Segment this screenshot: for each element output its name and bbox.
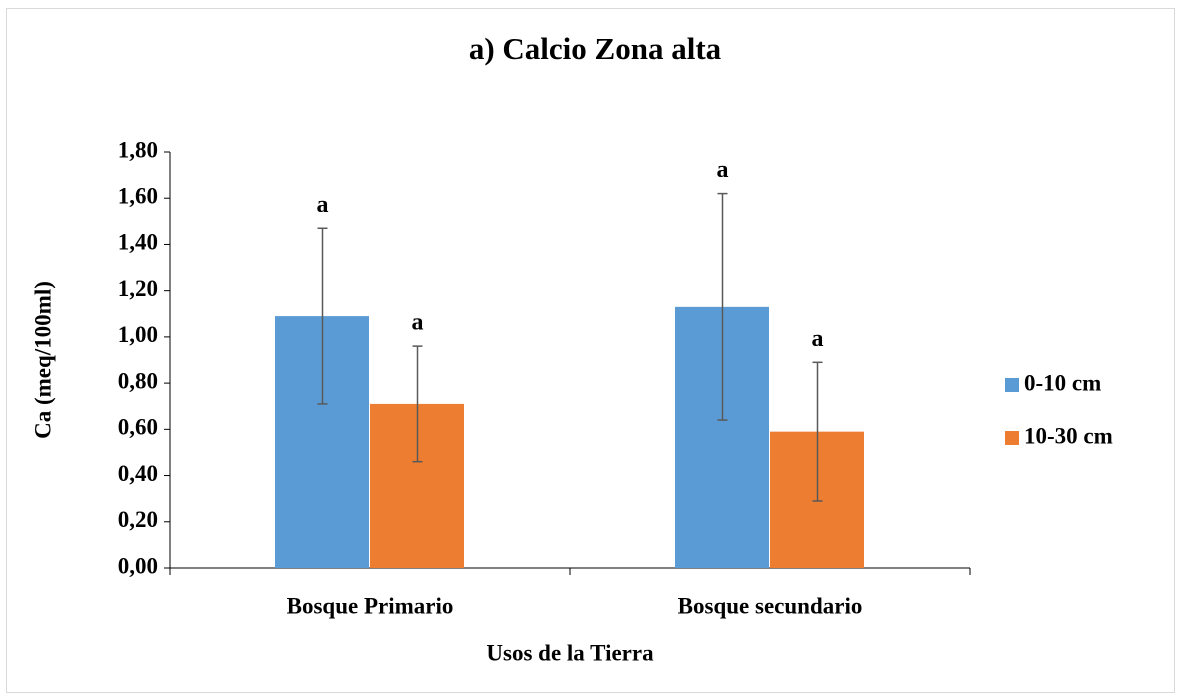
y-axis-label: Ca (meq/100ml) (30, 281, 55, 439)
chart-title: a) Calcio Zona alta (469, 31, 722, 66)
significance-letter: a (317, 192, 329, 218)
x-axis-label: Usos de la Tierra (486, 640, 654, 665)
significance-letter: a (717, 157, 729, 183)
chart-border (6, 8, 1175, 693)
y-tick-label: 0,80 (118, 368, 158, 393)
legend-swatch (1005, 431, 1019, 445)
y-tick-label: 0,40 (118, 461, 158, 486)
significance-letter: a (812, 326, 824, 352)
y-tick-label: 0,60 (118, 415, 158, 440)
legend-swatch (1005, 378, 1019, 392)
y-tick-label: 1,20 (118, 276, 158, 301)
legend-label: 10-30 cm (1024, 423, 1113, 448)
significance-letter: a (412, 310, 424, 336)
y-tick-label: 1,40 (118, 230, 158, 255)
y-tick-label: 0,00 (118, 553, 158, 578)
x-tick-label: Bosque Primario (287, 593, 454, 618)
y-tick-label: 1,60 (118, 184, 158, 209)
y-tick-label: 0,20 (118, 507, 158, 532)
x-tick-label: Bosque secundario (678, 593, 863, 618)
legend-label: 0-10 cm (1024, 370, 1101, 395)
y-tick-label: 1,00 (118, 322, 158, 347)
y-tick-label: 1,80 (118, 137, 158, 162)
